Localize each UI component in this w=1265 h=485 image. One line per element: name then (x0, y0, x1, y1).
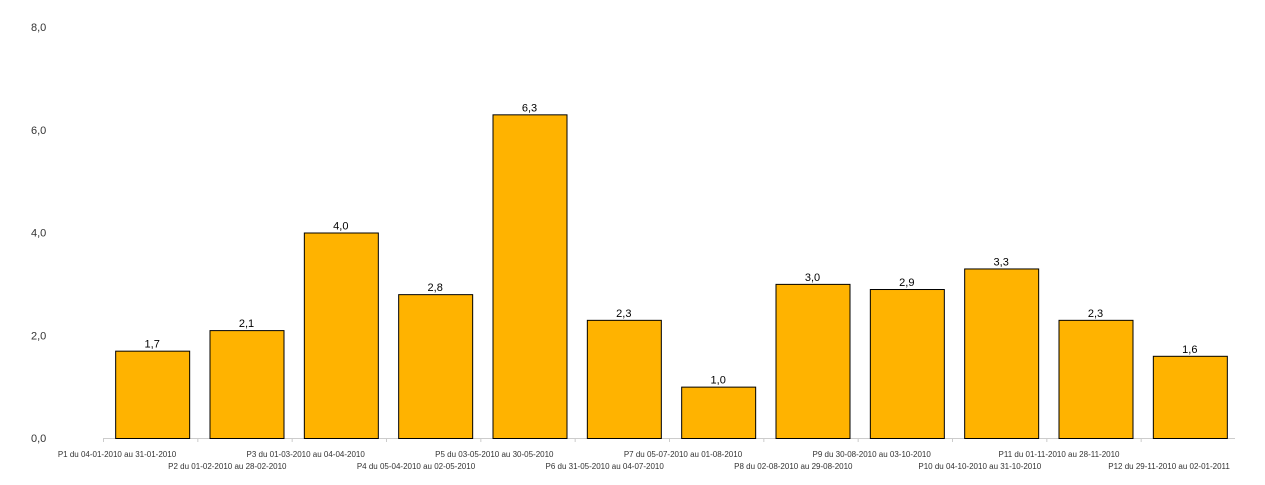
x-tick-label: P11 du 01-11-2010 au 28-11-2010 (999, 450, 1121, 459)
x-tick-label: P12 du 29-11-2010 au 02-01-2011 (1108, 462, 1230, 471)
bar (681, 386, 757, 439)
bar (964, 268, 1040, 439)
bar (1058, 319, 1134, 439)
x-tick-label: P5 du 03-05-2010 au 30-05-2010 (435, 450, 554, 459)
x-tick-label: P4 du 05-04-2010 au 02-05-2010 (357, 462, 476, 471)
x-tick-label: P7 du 05-07-2010 au 01-08-2010 (624, 450, 743, 459)
bar (303, 232, 379, 439)
bar (115, 350, 191, 440)
y-tick-label: 0,0 (31, 433, 46, 445)
x-tick-label: P8 du 02-08-2010 au 29-08-2010 (734, 462, 853, 471)
y-tick-label: 4,0 (31, 228, 46, 240)
x-axis (103, 438, 1235, 442)
x-tick-label: P2 du 01-02-2010 au 28-02-2010 (168, 462, 287, 471)
bar (492, 114, 568, 440)
data-label: 3,0 (805, 272, 820, 284)
data-label: 1,0 (711, 375, 726, 387)
bar (775, 283, 851, 439)
x-tick-label: P6 du 31-05-2010 au 04-07-2010 (546, 462, 665, 471)
x-tick-label: P1 du 04-01-2010 au 31-01-2010 (58, 450, 177, 459)
y-tick-label: 6,0 (31, 125, 46, 137)
y-axis: 0,0 2,0 4,0 6,0 8,0 (31, 22, 46, 445)
data-label: 4,0 (333, 221, 348, 233)
data-label: 2,1 (239, 318, 254, 330)
data-labels: 1,7 2,1 4,0 2,8 6,3 2,3 1,0 3,0 2,9 3,3 2,3 1,6 (145, 102, 1198, 386)
y-tick-label: 2,0 (31, 330, 46, 342)
data-label: 2,3 (616, 308, 631, 320)
bars (115, 114, 1228, 440)
data-label: 2,9 (899, 277, 914, 289)
bar (209, 330, 285, 439)
data-label: 2,8 (428, 282, 443, 294)
data-label: 1,7 (145, 339, 160, 351)
x-tick-label: P10 du 04-10-2010 au 31-10-2010 (918, 462, 1041, 471)
category-labels: P1 du 04-01-2010 au 31-01-2010 P2 du 01-0… (58, 450, 1231, 471)
bar (1152, 355, 1228, 439)
data-label: 6,3 (522, 102, 537, 114)
data-label: 1,6 (1182, 344, 1197, 356)
bar (398, 294, 474, 439)
x-tick-label: P3 du 01-03-2010 au 04-04-2010 (247, 450, 366, 459)
data-label: 2,3 (1088, 308, 1103, 320)
bar (869, 289, 945, 440)
x-tick-label: P9 du 30-08-2010 au 03-10-2010 (813, 450, 932, 459)
bar (586, 319, 662, 439)
data-label: 3,3 (994, 256, 1009, 268)
y-tick-label: 8,0 (31, 22, 46, 34)
